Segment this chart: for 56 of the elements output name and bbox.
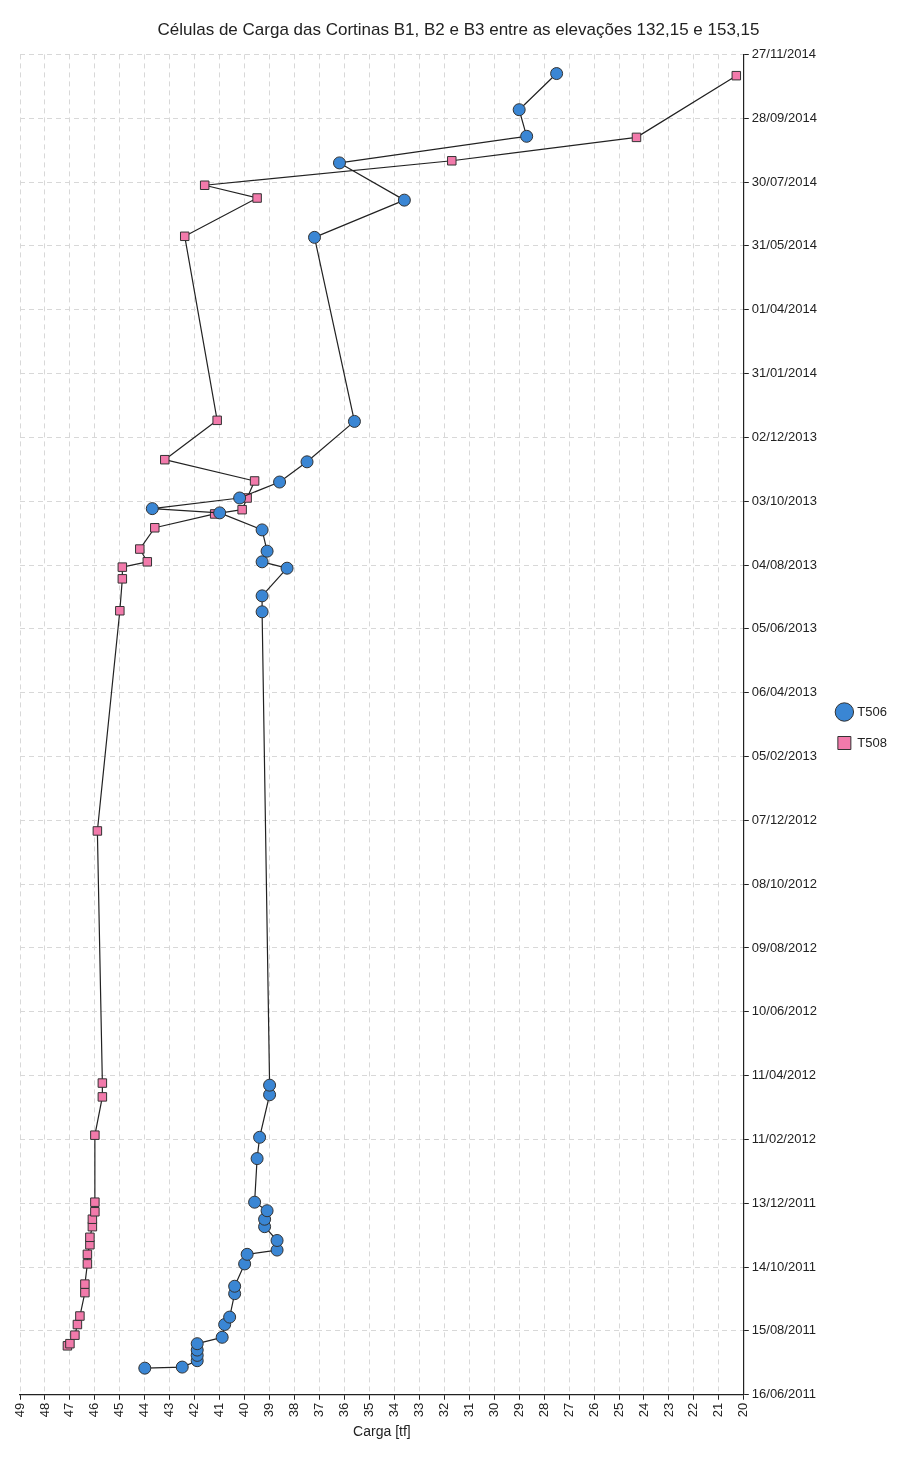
y-tick-label: 13/12/2011 [751,1194,816,1210]
x-tick-label: 28 [535,1402,551,1418]
x-tick-label: 24 [635,1402,651,1418]
y-tick-label: 01/04/2014 [751,301,817,317]
x-tick-label: 33 [410,1402,426,1418]
x-tick-label: 23 [660,1402,676,1418]
x-tick-label: 20 [735,1402,751,1418]
y-tick-label: 15/08/2011 [751,1322,816,1338]
y-tick-label: 30/07/2014 [751,173,817,189]
y-tick-label: 31/01/2014 [751,365,817,381]
y-tick-label: 28/09/2014 [751,109,817,125]
x-tick-label: 30 [485,1402,501,1418]
y-tick-label: 11/04/2012 [751,1067,816,1083]
x-tick-label: 38 [286,1402,302,1418]
y-tick-label: 03/10/2013 [751,492,817,508]
x-tick-label: 42 [186,1402,202,1418]
x-tick-label: 44 [136,1402,152,1418]
y-tick-label: 16/06/2011 [751,1386,816,1402]
x-tick-label: 37 [311,1402,327,1418]
y-tick-label: 02/12/2013 [751,428,817,444]
y-tick-label: 06/04/2013 [751,684,817,700]
y-tick-label: 09/08/2012 [751,939,817,955]
y-tick-label: 05/06/2013 [751,620,817,636]
legend-label: T506 [857,703,888,719]
y-tick-label: 11/02/2012 [751,1131,816,1147]
y-tick-label: 10/06/2012 [751,1003,817,1019]
x-tick-label: 45 [111,1402,127,1418]
x-tick-label: 31 [460,1402,476,1418]
x-tick-label: 29 [510,1402,526,1418]
y-tick-label: 07/12/2012 [751,811,817,827]
x-tick-label: 43 [161,1402,177,1418]
x-tick-label: 27 [560,1402,576,1418]
x-tick-label: 25 [610,1402,626,1418]
y-tick-label: 27/11/2014 [751,45,816,61]
y-tick-label: 14/10/2011 [751,1258,816,1274]
x-tick-label: 35 [361,1402,376,1418]
x-tick-label: 34 [385,1402,401,1418]
x-tick-label: 48 [36,1402,52,1418]
y-tick-label: 04/08/2013 [751,556,817,572]
x-tick-label: 21 [710,1402,726,1418]
x-tick-label: 46 [86,1402,102,1418]
y-tick-label: 08/10/2012 [751,875,817,891]
x-axis-title: Carga [tf] [353,1423,411,1440]
chart-title: Células de Carga das Cortinas B1, B2 e B3 entre as elevações 132,15 e 153,15 [157,19,760,39]
x-tick-label: 32 [435,1402,451,1418]
y-tick-label: 05/02/2013 [751,748,817,764]
x-tick-label: 26 [585,1402,601,1418]
legend-label: T508 [857,734,888,750]
x-tick-label: 40 [236,1402,252,1418]
x-tick-label: 36 [336,1402,352,1418]
x-tick-label: 22 [685,1402,701,1418]
x-tick-label: 47 [61,1402,77,1418]
x-tick-label: 49 [11,1402,27,1418]
x-tick-label: 39 [261,1402,277,1418]
x-tick-label: 41 [211,1402,227,1418]
y-tick-label: 31/05/2014 [751,237,817,253]
